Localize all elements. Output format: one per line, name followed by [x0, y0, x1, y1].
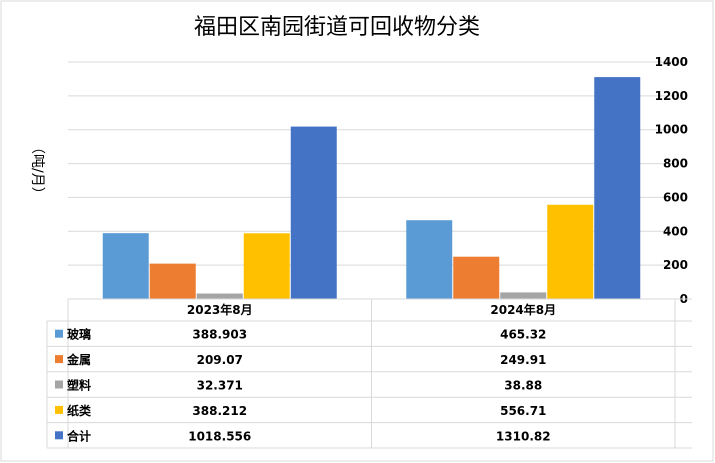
bar-合计-2023年8月	[290, 126, 337, 299]
bar-合计-2024年8月	[594, 77, 641, 300]
legend-key-合计	[55, 431, 63, 440]
y-tick-label: 400	[663, 224, 688, 238]
bar-塑料-2024年8月	[500, 292, 547, 299]
table-cell-value: 388.903	[192, 328, 247, 342]
table-cell-value: 38.88	[504, 379, 542, 393]
bar-玻璃-2023年8月	[102, 233, 149, 299]
y-tick-label: 1200	[655, 89, 688, 103]
series-name: 塑料	[67, 378, 91, 393]
table-cell-value: 556.71	[500, 404, 546, 418]
y-tick-label: 1400	[655, 55, 688, 69]
bar-金属-2023年8月	[149, 263, 196, 299]
y-tick-label: 800	[663, 157, 688, 171]
x-category-label: 2023年8月	[187, 302, 253, 317]
bar-玻璃-2024年8月	[406, 220, 453, 299]
table-cell-value: 249.91	[500, 353, 546, 367]
table-cell-value: 388.212	[192, 404, 247, 418]
bars	[102, 77, 641, 300]
legend-key-金属	[55, 355, 63, 364]
table-cell-value: 1310.82	[496, 429, 551, 443]
table-cell-value: 209.07	[197, 353, 243, 367]
table-cell-value: 465.32	[500, 328, 546, 342]
y-tick-label: 200	[663, 258, 688, 272]
series-name: 金属	[66, 352, 91, 367]
legend-key-玻璃	[55, 329, 63, 338]
table-cell-value: 1018.556	[188, 429, 251, 443]
bar-金属-2024年8月	[453, 256, 500, 299]
legend-key-纸类	[55, 405, 63, 414]
y-axis-label: （吨/月）	[29, 140, 45, 201]
x-category-label: 2024年8月	[490, 302, 556, 317]
bar-纸类-2024年8月	[547, 204, 594, 299]
chart-title: 福田区南园街道可回收物分类	[194, 15, 480, 40]
series-name: 合计	[67, 428, 91, 443]
series-name: 纸类	[67, 403, 92, 418]
table-cell-value: 32.371	[197, 379, 243, 393]
bar-塑料-2023年8月	[196, 293, 243, 299]
y-tick-label: 600	[663, 190, 688, 204]
series-name: 玻璃	[67, 327, 91, 342]
bar-纸类-2023年8月	[243, 233, 290, 299]
y-tick-label: 1000	[655, 123, 688, 137]
legend-key-塑料	[55, 380, 63, 389]
